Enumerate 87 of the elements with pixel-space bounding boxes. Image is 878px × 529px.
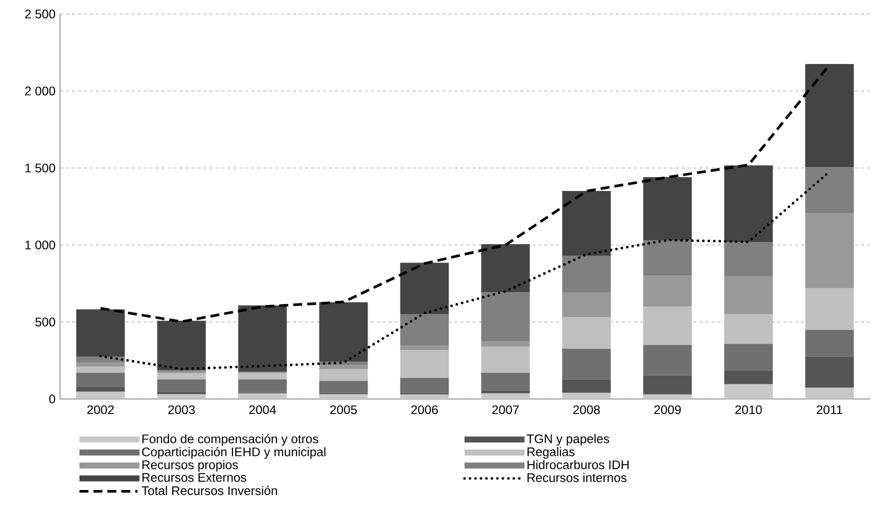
bar [562,190,611,256]
bar [724,242,773,276]
bar [562,392,611,399]
bar [76,362,125,367]
bar [481,346,530,373]
x-tick-label: 2011 [816,405,842,414]
bar [643,375,692,394]
bar [805,64,854,168]
bar [157,379,206,392]
bar [805,212,854,288]
bar [724,344,773,370]
bar [805,167,854,213]
y-tick-label: 1 000 [25,240,56,250]
bar [481,292,530,341]
legend-label: Regalias [528,447,575,459]
bar [562,256,611,293]
y-tick-label: 1 500 [25,164,56,172]
x-tick-label: 2006 [411,405,438,414]
bar [805,356,854,388]
bar [76,366,125,373]
bar [724,384,773,399]
bar [157,394,206,399]
y-tick-label: 2 000 [25,86,56,96]
y-tick-label: 2 500 [25,10,56,18]
bar [643,344,692,376]
x-tick-label: 2003 [168,405,195,414]
bar [562,348,611,380]
bar [319,394,368,399]
bar [643,394,692,399]
bar [562,317,611,349]
legend-label: Fondo de compensación y otros [142,434,318,446]
bar [76,309,125,357]
bar [76,386,125,392]
bar [805,388,854,399]
bar [643,177,692,240]
bar [481,244,530,292]
legend-label: Recursos propios [142,460,238,472]
bar [157,320,206,370]
bar [400,262,449,314]
bar [76,392,125,399]
legend-label: Hidrocarburos IDH [528,460,629,470]
bar [76,372,125,387]
bar [724,165,773,242]
bar [643,306,692,345]
x-tick-label: 2009 [654,405,681,414]
bar [643,240,692,276]
legend-label: Recursos internos [528,472,626,482]
legend-label: Total Recursos Inversión [142,486,277,496]
bar [157,373,206,380]
bar [319,302,368,362]
bar [400,314,449,346]
bar [76,356,125,362]
bar [724,314,773,344]
legend-label: Recursos Externos [142,473,246,482]
bar [400,394,449,399]
bar [400,378,449,393]
bar [481,340,530,347]
bar [157,392,206,394]
bar [319,365,368,369]
bar [562,379,611,393]
bar [805,288,854,330]
bar [481,372,530,391]
bar [238,393,287,399]
bar [319,380,368,393]
x-tick-label: 2002 [87,405,114,414]
bar [724,276,773,314]
bar [400,350,449,378]
x-tick-label: 2004 [249,405,276,414]
legend-label: TGN y papeles [526,434,610,446]
bar [319,368,368,381]
bar [805,330,854,357]
bar [481,393,530,399]
bar [562,292,611,318]
legend-label: Coparticipación IEHD y municipal [142,447,326,459]
x-tick-label: 2008 [573,405,600,414]
y-tick-label: 500 [35,318,56,326]
bar [238,379,287,392]
bar [724,370,773,384]
bar [238,373,287,380]
bar [400,346,449,350]
bar [481,390,530,394]
bar [643,276,692,307]
x-tick-label: 2005 [330,405,357,414]
bar [238,305,287,372]
x-tick-label: 2010 [735,405,762,414]
y-tick-label: 0 [49,394,56,404]
x-tick-label: 2007 [492,405,519,414]
